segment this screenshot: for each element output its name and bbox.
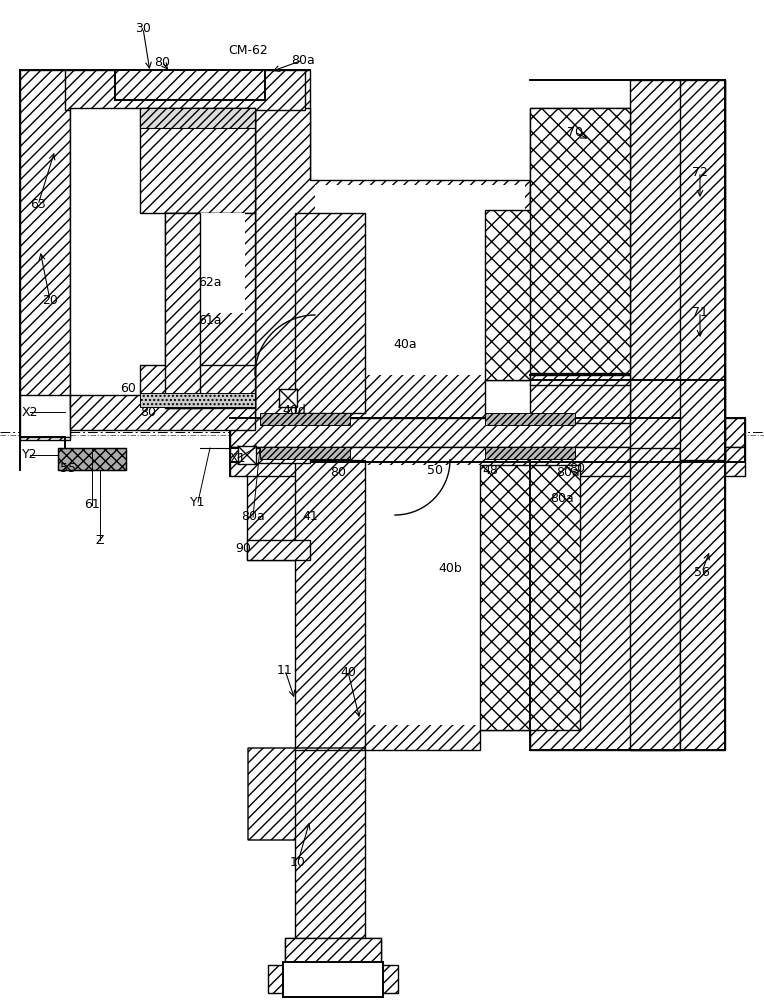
Bar (247, 448, 310, 463)
Text: X1: X1 (230, 452, 246, 464)
Bar (115, 70, 265, 100)
Bar (315, 465, 480, 725)
Bar (140, 108, 255, 128)
Text: 80a: 80a (556, 466, 580, 479)
Bar (20, 395, 70, 437)
Polygon shape (485, 108, 630, 380)
Polygon shape (248, 748, 365, 840)
Bar (175, 213, 245, 313)
Polygon shape (255, 108, 530, 418)
Text: 50: 50 (427, 464, 443, 477)
Text: 70: 70 (567, 125, 583, 138)
Bar (65, 70, 305, 175)
Text: 80a: 80a (550, 491, 574, 504)
Bar (140, 365, 255, 395)
Bar (630, 80, 725, 460)
Bar (260, 413, 350, 425)
Text: 61a: 61a (198, 314, 222, 326)
Text: X2: X2 (21, 406, 38, 418)
Bar (630, 448, 680, 750)
Bar (247, 540, 310, 560)
Text: 40a: 40a (393, 338, 417, 352)
Text: Y2: Y2 (22, 448, 37, 462)
Bar (530, 375, 630, 385)
Text: 40: 40 (340, 666, 356, 678)
Bar (315, 185, 525, 375)
Text: 80a: 80a (241, 510, 265, 524)
Text: 11: 11 (277, 664, 293, 676)
Bar (230, 418, 745, 447)
Text: 40b: 40b (438, 562, 462, 574)
Bar (485, 447, 575, 459)
Bar (140, 393, 255, 407)
Bar (283, 962, 383, 997)
Text: 10: 10 (290, 856, 306, 868)
Bar (680, 448, 725, 750)
Bar (165, 213, 255, 408)
Bar (260, 447, 350, 459)
Bar (230, 418, 745, 476)
Bar (165, 213, 200, 408)
Text: 56: 56 (694, 566, 710, 578)
Text: 55: 55 (60, 462, 76, 475)
Bar (530, 383, 630, 423)
Text: 71: 71 (692, 306, 708, 318)
Bar (295, 460, 365, 750)
Text: CM-62: CM-62 (228, 43, 268, 56)
Text: 80: 80 (569, 462, 585, 475)
Bar (480, 465, 580, 730)
Text: 48: 48 (482, 464, 498, 477)
Bar (285, 938, 381, 968)
Bar (285, 938, 381, 968)
Text: 80: 80 (140, 406, 156, 418)
Bar (279, 389, 297, 407)
Bar (58, 448, 126, 470)
Text: 40d: 40d (282, 403, 306, 416)
Text: 41: 41 (302, 510, 318, 524)
Text: 60: 60 (120, 381, 136, 394)
Bar (230, 447, 745, 476)
Text: 72: 72 (692, 165, 708, 178)
Text: 80: 80 (154, 55, 170, 68)
Bar (295, 750, 365, 970)
Bar (65, 70, 305, 110)
Text: Y1: Y1 (190, 495, 206, 508)
Bar (20, 70, 70, 440)
Polygon shape (247, 448, 680, 750)
Bar (268, 965, 398, 993)
Bar (70, 395, 255, 430)
Bar (140, 108, 255, 213)
Text: 63: 63 (30, 198, 46, 212)
Bar (70, 108, 255, 410)
Text: 62a: 62a (198, 275, 222, 288)
Bar (238, 446, 256, 464)
Bar (530, 108, 630, 373)
Bar (295, 213, 365, 413)
Text: 20: 20 (42, 294, 58, 306)
Bar (58, 448, 126, 470)
Text: 61: 61 (84, 498, 100, 512)
Bar (680, 80, 725, 460)
Text: Z: Z (96, 534, 104, 546)
Text: 80a: 80a (291, 53, 315, 66)
Text: 80: 80 (330, 466, 346, 479)
Bar (485, 413, 575, 425)
Text: 90: 90 (235, 542, 251, 554)
Text: 30: 30 (135, 21, 151, 34)
Bar (255, 70, 310, 240)
